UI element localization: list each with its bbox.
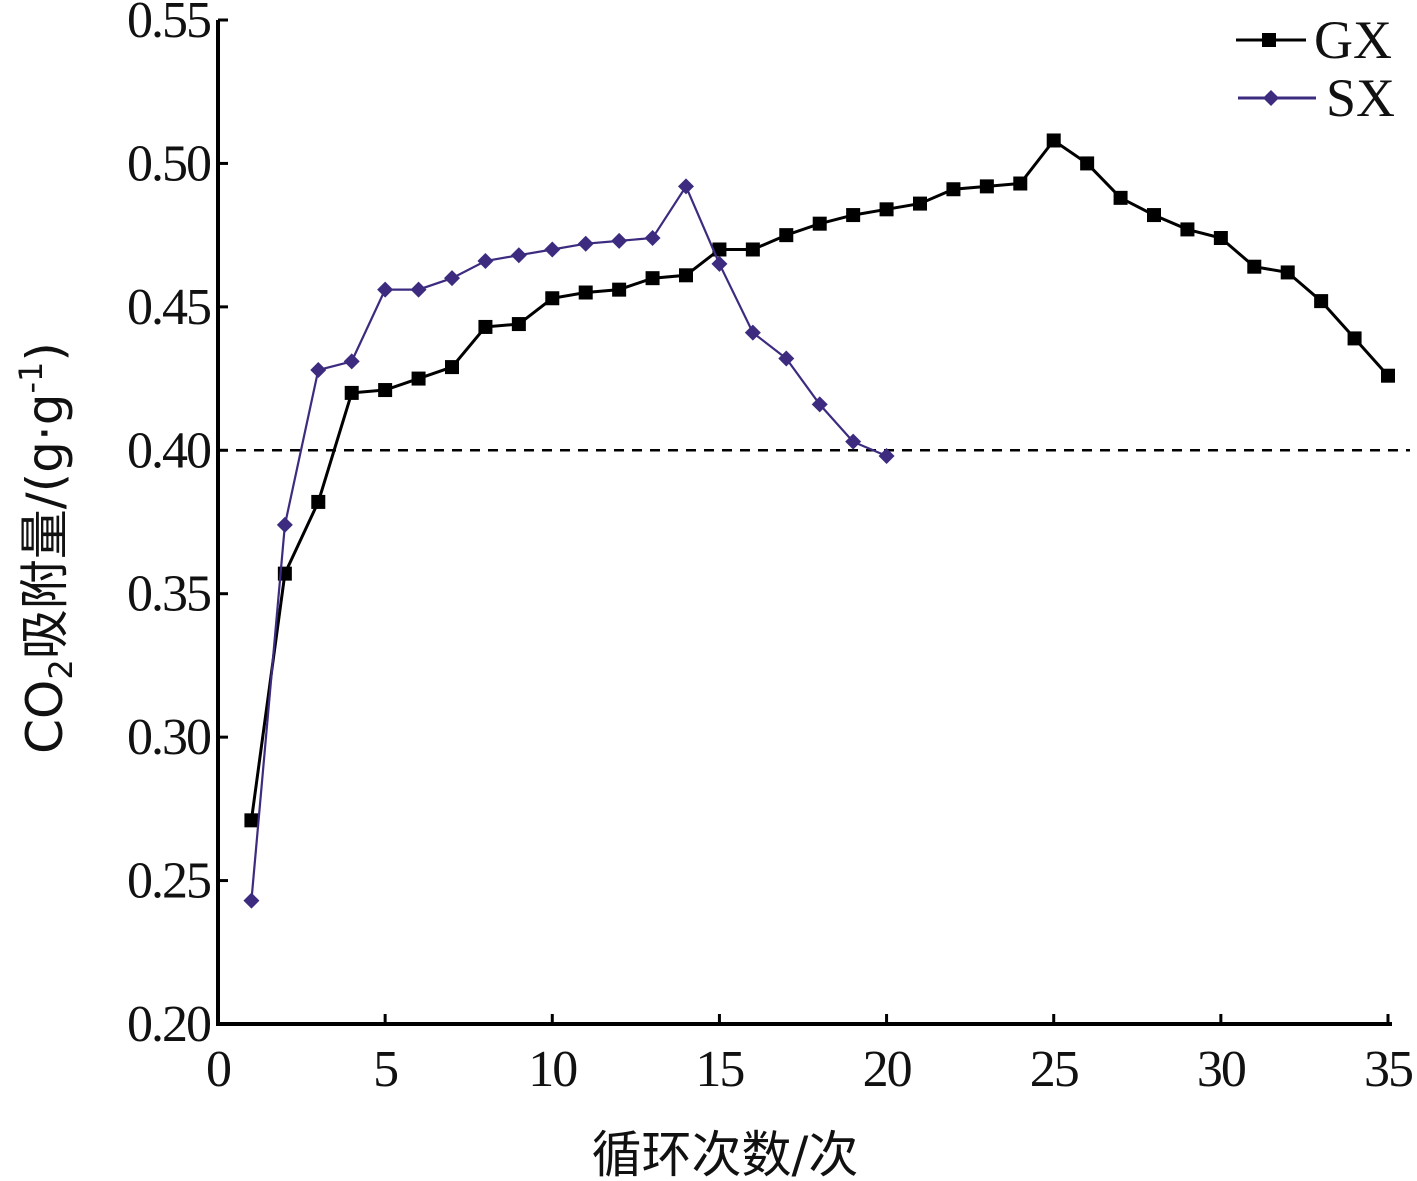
y-axis-title-sub: 2 [42, 659, 80, 679]
series-sx-point [811, 396, 828, 413]
axis-ticks [216, 18, 1390, 1026]
series-gx-point [478, 319, 493, 334]
series-sx-point [577, 235, 594, 252]
y-tick-label: 0.25 [127, 853, 210, 910]
series-gx-point [445, 360, 459, 375]
series-gx-point [244, 813, 259, 828]
series-gx-point [745, 242, 760, 257]
x-tick-label: 35 [1364, 1041, 1412, 1098]
series-gx-point [1080, 156, 1095, 171]
series-gx-point [378, 383, 393, 398]
series-gx-point [411, 371, 426, 386]
legend-item-gx: GX [1236, 10, 1392, 70]
series-sx-point [310, 361, 327, 378]
axes [216, 20, 1392, 1026]
y-tick-label: 0.55 [127, 0, 210, 49]
series-gx-point [913, 196, 927, 211]
series-gx-point [1381, 368, 1395, 383]
series-gx-point [1314, 294, 1329, 309]
y-axis-title-sup: -1 [12, 362, 50, 394]
series-gx-point [1180, 222, 1195, 237]
series-gx-point [879, 202, 894, 217]
series-sx-point [444, 270, 460, 287]
series-gx-point [545, 291, 560, 306]
series-sx-point [611, 232, 628, 249]
x-tick-label: 20 [863, 1041, 912, 1098]
series-sx-point [544, 241, 561, 258]
series-sx-point [343, 353, 360, 370]
series-sx-point [711, 255, 728, 272]
series-gx [244, 133, 1395, 828]
series-sx-point [678, 178, 694, 195]
legend-gx-label: GX [1314, 10, 1392, 70]
y-axis-title-suffix: ) [16, 342, 74, 362]
x-axis-title: 循环次数/次 [592, 1126, 859, 1181]
series-gx-point [979, 179, 994, 194]
y-tick-label: 0.20 [127, 996, 211, 1053]
series-gx-point [612, 282, 627, 297]
x-tick-label: 10 [528, 1041, 577, 1098]
x-tick-label: 5 [373, 1041, 397, 1098]
series-sx-point [410, 281, 427, 298]
series-sx-point [243, 892, 260, 909]
legend-sx-label: SX [1326, 68, 1395, 128]
series-sx-point [744, 324, 761, 341]
y-tick-label: 0.35 [127, 566, 210, 623]
tick-labels: 0.20 0.25 0.30 0.35 0.40 0.45 0.50 0.55 0 5 10 15 20… [127, 0, 1414, 1098]
x-tick-label: 0 [206, 1041, 231, 1098]
series-sx-point [778, 350, 795, 367]
series-gx-point [846, 208, 861, 223]
series-gx-point [1247, 259, 1262, 274]
series-gx-point [1113, 190, 1128, 205]
series-sx-line [250, 184, 888, 901]
y-axis-title: CO2吸附量/(g·g-1) [12, 342, 80, 754]
y-axis-title-mid: 吸附量/(g·g [16, 394, 74, 660]
series-gx-point [344, 385, 359, 400]
legend-sx-marker [1263, 90, 1279, 106]
series-gx-point [1347, 331, 1362, 346]
series-gx-point [578, 285, 593, 300]
series-sx-point [644, 230, 661, 247]
series-gx-point [779, 228, 794, 243]
series-gx-point [645, 271, 660, 286]
series-gx-point [1213, 231, 1228, 246]
y-tick-label: 0.50 [127, 135, 211, 192]
series-sx-point [477, 252, 494, 269]
series-gx-point [946, 182, 961, 197]
series-layer [243, 133, 1395, 909]
y-axis-title-prefix: CO [16, 680, 74, 754]
legend: GX SX [1236, 10, 1395, 128]
x-tick-label: 25 [1030, 1041, 1078, 1098]
series-sx [243, 178, 895, 909]
y-tick-label: 0.30 [127, 709, 211, 766]
x-tick-label: 30 [1197, 1041, 1246, 1098]
x-tick-label: 15 [695, 1041, 743, 1098]
y-tick-label: 0.40 [127, 422, 211, 479]
series-gx-point [1280, 265, 1295, 280]
series-gx-point [812, 216, 827, 231]
series-gx-point [1147, 208, 1161, 223]
series-sx-point [377, 281, 394, 298]
series-gx-point [511, 317, 526, 332]
series-gx-point [311, 494, 326, 509]
series-gx-point [1046, 133, 1061, 148]
series-sx-point [845, 433, 862, 450]
series-gx-point [1013, 176, 1028, 191]
legend-gx-marker [1262, 33, 1276, 47]
series-sx-point [878, 448, 895, 465]
series-sx-point [510, 247, 527, 264]
series-gx-point [679, 268, 693, 283]
series-sx-point [276, 516, 293, 533]
y-tick-label: 0.45 [127, 279, 210, 336]
legend-item-sx: SX [1238, 68, 1395, 128]
